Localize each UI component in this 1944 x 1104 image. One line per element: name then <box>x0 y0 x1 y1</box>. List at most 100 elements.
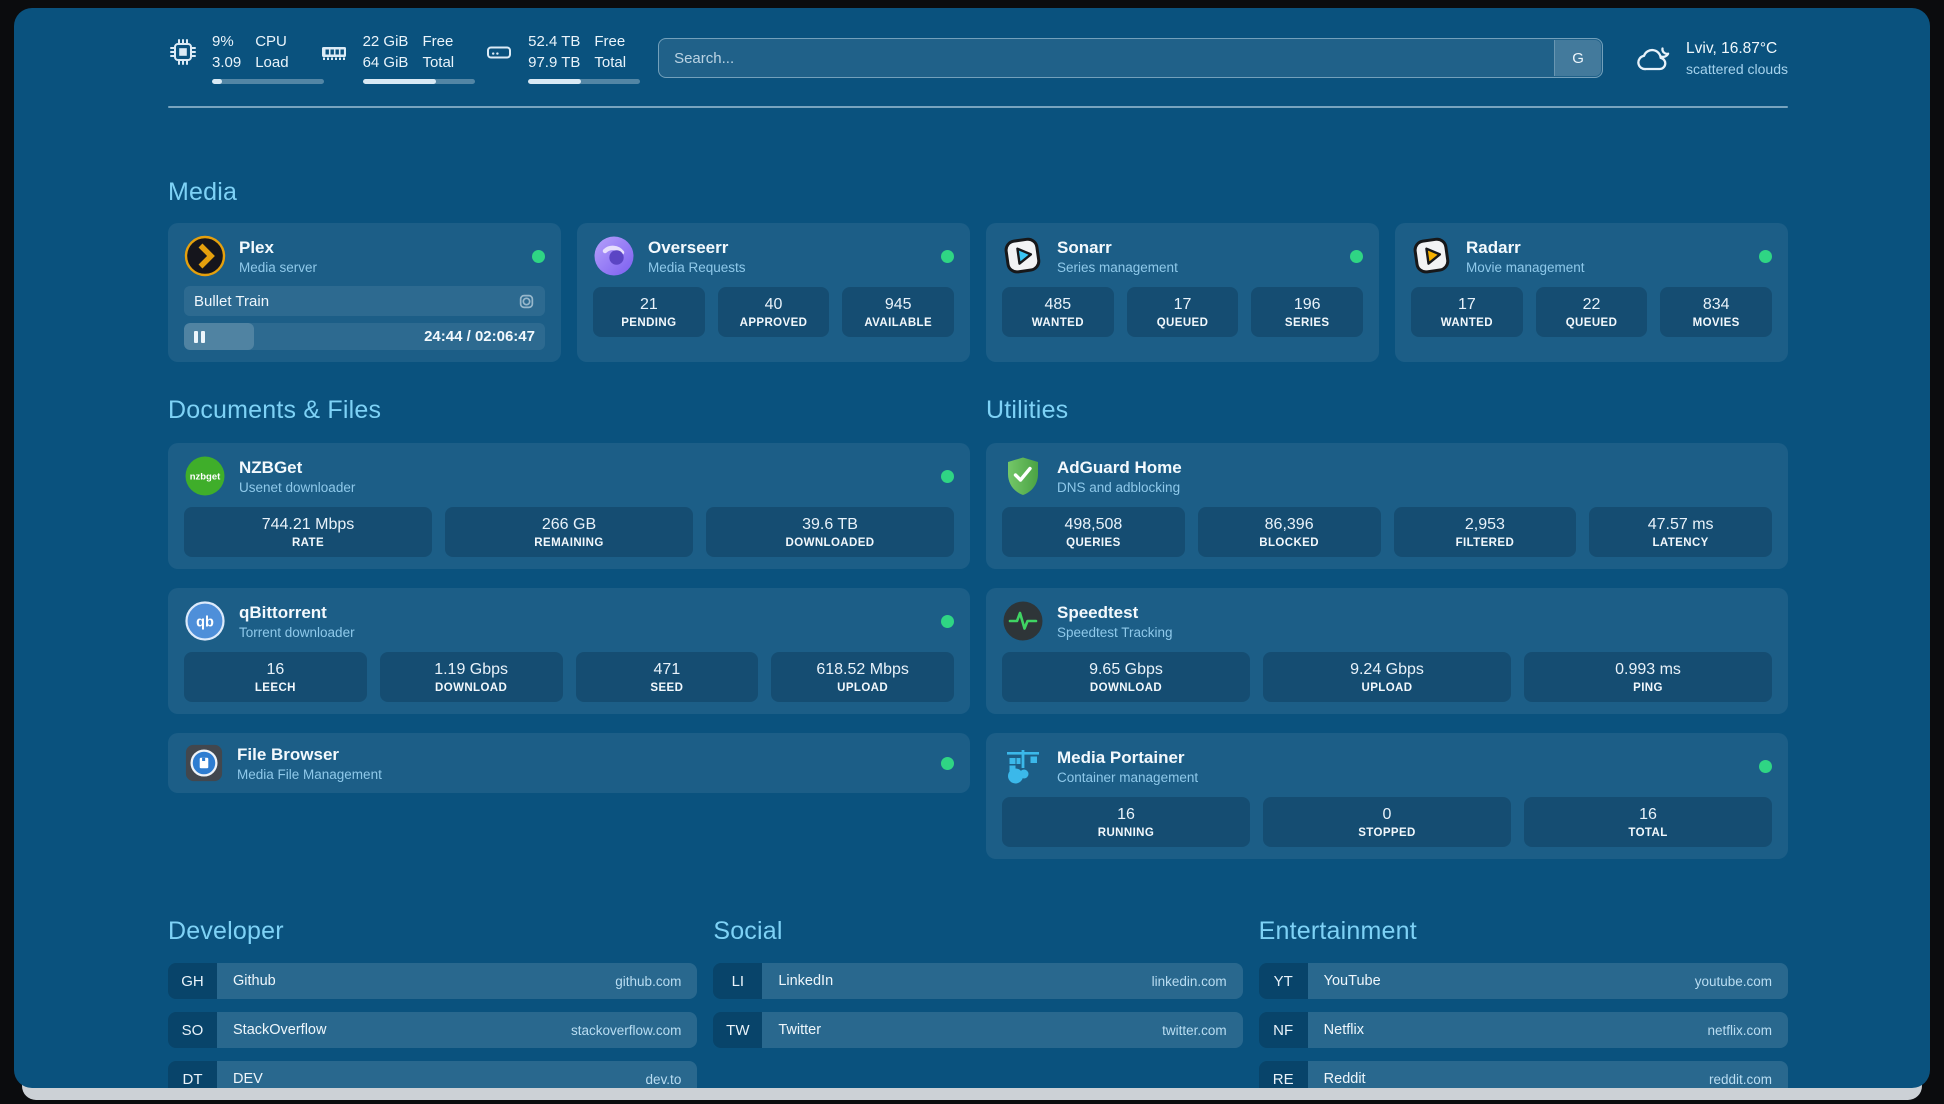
weather-text: Lviv, 16.87°C scattered clouds <box>1686 40 1788 77</box>
bookmark-abbr: DT <box>168 1061 217 1088</box>
stat-upload: 618.52 Mbps UPLOAD <box>771 652 954 702</box>
status-dot <box>1350 249 1363 263</box>
bookmark-url: twitter.com <box>1162 1022 1227 1038</box>
bookmark-url: github.com <box>615 973 682 989</box>
adguard-icon <box>1008 457 1038 495</box>
stat-download: 9.65 Gbps DOWNLOAD <box>1002 652 1250 702</box>
disk-monitor: 52.4 TB 97.9 TB Free Total <box>484 32 641 84</box>
section-title-entertainment: Entertainment <box>1258 917 1417 945</box>
service-card-speedtest[interactable]: Speedtest Speedtest Tracking 9.65 Gbps D… <box>986 588 1788 714</box>
service-card-qbittorrent[interactable]: qb qBittorrent Torrent downloader 16 LEE… <box>168 588 970 714</box>
bookmark-abbr: GH <box>168 963 217 999</box>
portainer-icon <box>1007 750 1039 784</box>
service-subtitle: Torrent downloader <box>239 624 355 640</box>
bookmark-twitter[interactable]: TW Twitter twitter.com <box>713 1012 1243 1048</box>
status-dot <box>941 249 954 263</box>
svg-text:nzbget: nzbget <box>190 472 221 483</box>
bookmark-url: dev.to <box>645 1071 682 1087</box>
bookmark-netflix[interactable]: NF Netflix netflix.com <box>1258 1012 1788 1048</box>
service-card-overseerr[interactable]: Overseerr Media Requests 21 PENDING 40 A… <box>577 223 970 362</box>
bookmark-abbr: RE <box>1258 1061 1308 1088</box>
memory-free: 22 GiB <box>362 33 409 50</box>
service-title: Speedtest <box>1057 602 1139 622</box>
nzbget-icon: nzbget <box>185 456 225 496</box>
memory-monitor: 22 GiB 64 GiB Free Total <box>319 32 475 84</box>
stat-queries: 498,508 QUERIES <box>1002 507 1185 557</box>
service-card-sonarr[interactable]: Sonarr Series management 485 WANTED 17 Q… <box>986 223 1379 362</box>
sonarr-icon <box>1004 237 1041 274</box>
section-title-social: Social <box>713 917 783 945</box>
disk-total: 97.9 TB <box>528 54 581 71</box>
disk-values: 52.4 TB 97.9 TB <box>528 32 580 72</box>
resource-monitors: 9% 3.09 CPU Load <box>168 32 641 84</box>
stat-available: 945 AVAILABLE <box>842 287 955 337</box>
service-card-adguard-home[interactable]: AdGuard Home DNS and adblocking 498,508 … <box>986 443 1788 569</box>
speedtest-icon <box>1003 601 1043 641</box>
stat-ping: 0.993 ms PING <box>1524 652 1772 702</box>
bookmark-url: linkedin.com <box>1151 973 1227 989</box>
stat-downloaded: 39.6 TB DOWNLOADED <box>706 507 954 557</box>
status-dot <box>1759 249 1772 263</box>
section-title-documents: Documents & Files <box>168 396 382 424</box>
bookmark-abbr: YT <box>1258 963 1308 999</box>
stat-rate: 744.21 Mbps RATE <box>184 507 432 557</box>
memory-icon <box>321 47 346 60</box>
bookmark-abbr: NF <box>1258 1012 1308 1048</box>
svg-text:qb: qb <box>196 615 214 631</box>
service-card-file-browser[interactable]: File Browser Media File Management <box>168 733 970 793</box>
section-title-utilities: Utilities <box>986 396 1069 424</box>
stat-remaining: 266 GB REMAINING <box>445 507 693 557</box>
plex-icon <box>184 235 226 277</box>
stat-stopped: 0 STOPPED <box>1263 797 1511 847</box>
bookmark-name: LinkedIn <box>778 973 834 989</box>
stat-seed: 471 SEED <box>575 652 759 702</box>
radarr-icon <box>1413 237 1450 274</box>
bookmark-abbr: SO <box>168 1012 217 1048</box>
service-title: Radarr <box>1466 237 1521 257</box>
overseerr-icon <box>594 236 634 276</box>
bookmark-github[interactable]: GH Github github.com <box>168 963 698 999</box>
search-provider-button[interactable]: G <box>1554 40 1602 76</box>
service-subtitle: Media File Management <box>237 766 382 782</box>
bookmark-group-developer: Developer GH Github github.com SO StackO… <box>168 917 698 1088</box>
bookmark-name: Twitter <box>778 1022 822 1038</box>
bookmark-name: DEV <box>233 1071 263 1087</box>
search-input[interactable] <box>658 38 1604 78</box>
stat-blocked: 86,396 BLOCKED <box>1197 507 1381 557</box>
disk-labels: Free Total <box>594 33 627 71</box>
bookmark-dev[interactable]: DT DEV dev.to <box>168 1061 698 1088</box>
section-title-media: Media <box>168 178 238 206</box>
stat-pending: 21 PENDING <box>593 287 705 337</box>
bookmark-abbr: TW <box>713 1012 763 1048</box>
status-dot <box>941 469 954 483</box>
service-card-nzbget[interactable]: nzbget NZBGet Usenet downloader 744.21 M… <box>168 443 970 569</box>
service-title: NZBGet <box>239 457 303 477</box>
section-utilities: Utilities AdGuard Home <box>986 396 1788 859</box>
bookmark-reddit[interactable]: RE Reddit reddit.com <box>1258 1061 1788 1088</box>
bookmark-url: reddit.com <box>1708 1071 1772 1087</box>
disk-free: 52.4 TB <box>528 33 581 50</box>
pause-button[interactable] <box>194 330 205 343</box>
bookmark-stackoverflow[interactable]: SO StackOverflow stackoverflow.com <box>168 1012 698 1048</box>
service-subtitle: Media Requests <box>648 259 746 275</box>
service-subtitle: Series management <box>1057 259 1178 275</box>
bookmark-youtube[interactable]: YT YouTube youtube.com <box>1258 963 1788 999</box>
section-title-developer: Developer <box>168 917 284 945</box>
cpu-monitor: 9% 3.09 CPU Load <box>168 32 324 84</box>
service-card-plex[interactable]: Plex Media server Bullet Train <box>168 223 561 362</box>
service-subtitle: Media server <box>239 259 318 275</box>
stat-wanted: 17 WANTED <box>1411 287 1523 337</box>
bookmark-name: Netflix <box>1323 1022 1364 1038</box>
bookmark-name: StackOverflow <box>233 1022 327 1038</box>
bookmark-linkedin[interactable]: LI LinkedIn linkedin.com <box>713 963 1243 999</box>
file-browser-icon <box>185 744 223 782</box>
cpu-usage: 9% <box>212 33 234 50</box>
search-bar: G <box>658 38 1604 78</box>
service-card-media-portainer[interactable]: Media Portainer Container management 16 … <box>986 733 1788 859</box>
stat-upload: 9.24 Gbps UPLOAD <box>1263 652 1511 702</box>
service-card-radarr[interactable]: Radarr Movie management 17 WANTED 22 QUE… <box>1395 223 1788 362</box>
stat-download: 1.19 Gbps DOWNLOAD <box>379 652 563 702</box>
playback-progress: 24:44 / 02:06:47 <box>184 323 545 350</box>
cpu-icon <box>170 39 196 65</box>
cloud-moon-icon <box>1637 47 1670 71</box>
